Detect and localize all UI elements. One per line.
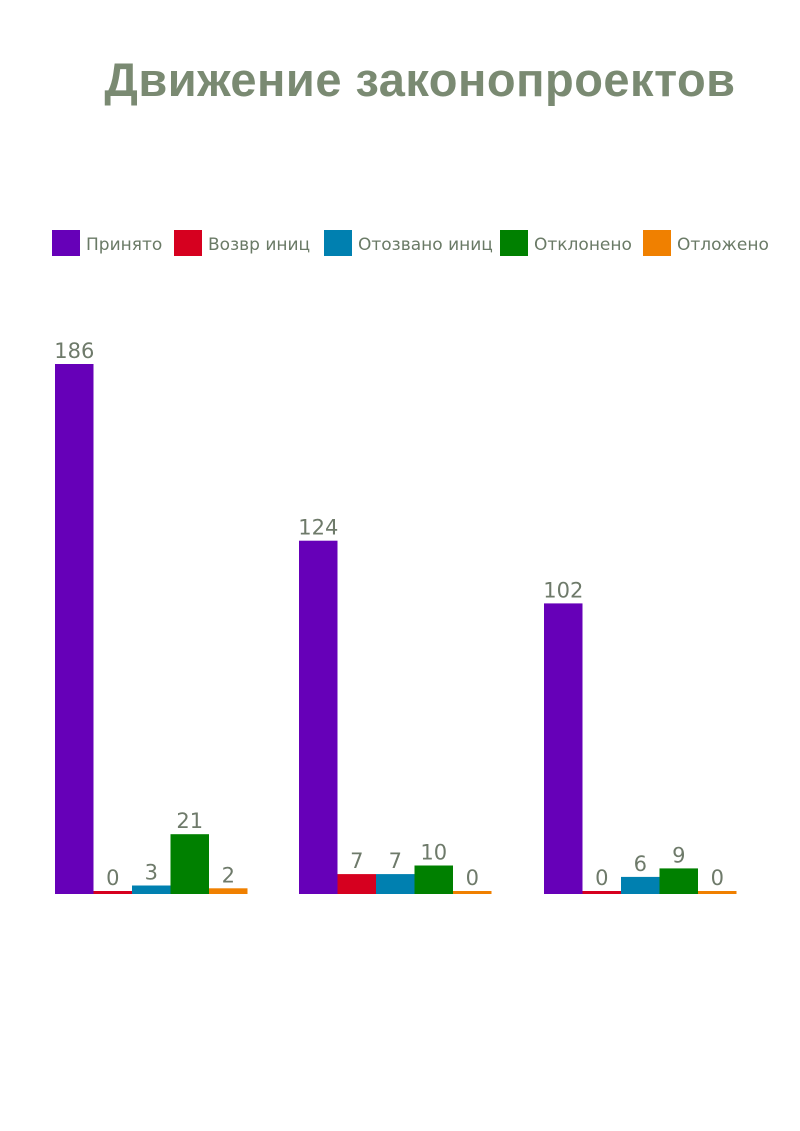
value-label-1-1: 186 <box>54 339 94 363</box>
legend-label-1: Принято <box>86 235 162 255</box>
bar-2-1 <box>299 540 338 894</box>
value-label-1-3: 3 <box>145 861 158 885</box>
chart-title: Движение законопроектов <box>104 53 736 106</box>
legend-swatch-2 <box>174 230 202 256</box>
legend: Принято Возвр иниц Отозвано иниц Отклонено О… <box>52 230 769 256</box>
bar-3-5 <box>698 891 737 894</box>
value-label-2-2: 7 <box>350 849 363 873</box>
value-label-2-3: 7 <box>389 849 402 873</box>
bar-2-2 <box>337 874 376 894</box>
bar-1-3 <box>132 885 171 894</box>
bar-3-3 <box>621 876 660 894</box>
legend-label-5: Отложено <box>677 235 769 255</box>
legend-swatch-4 <box>500 230 528 256</box>
value-label-2-5: 0 <box>466 866 479 890</box>
bar-1-5 <box>209 888 248 894</box>
value-label-1-4: 21 <box>176 809 203 833</box>
value-label-3-3: 6 <box>634 852 647 876</box>
value-label-3-5: 0 <box>711 866 724 890</box>
bar-2-4 <box>414 865 453 894</box>
value-labels-group: 186 0 3 21 2 124 7 7 10 0 102 0 6 9 0 <box>54 339 724 890</box>
bars-group <box>55 364 737 894</box>
value-label-3-1: 102 <box>543 578 583 602</box>
legend-swatch-5 <box>643 230 671 256</box>
bar-1-1 <box>55 364 94 894</box>
bar-2-3 <box>376 874 415 894</box>
bar-3-1 <box>544 603 583 894</box>
value-label-2-1: 124 <box>298 516 338 540</box>
legend-label-3: Отозвано иниц <box>358 235 493 255</box>
legend-swatch-1 <box>52 230 80 256</box>
legend-label-2: Возвр иниц <box>208 235 310 255</box>
value-label-3-4: 9 <box>672 843 685 867</box>
value-label-1-2: 0 <box>106 866 119 890</box>
bar-3-2 <box>582 891 621 894</box>
bar-1-4 <box>170 834 209 894</box>
bar-2-5 <box>453 891 492 894</box>
value-label-1-5: 2 <box>222 863 235 887</box>
value-label-2-4: 10 <box>420 841 447 865</box>
legend-label-4: Отклонено <box>534 235 632 255</box>
value-label-3-2: 0 <box>595 866 608 890</box>
bar-3-4 <box>659 868 698 894</box>
legend-swatch-3 <box>324 230 352 256</box>
bar-1-2 <box>93 891 132 894</box>
